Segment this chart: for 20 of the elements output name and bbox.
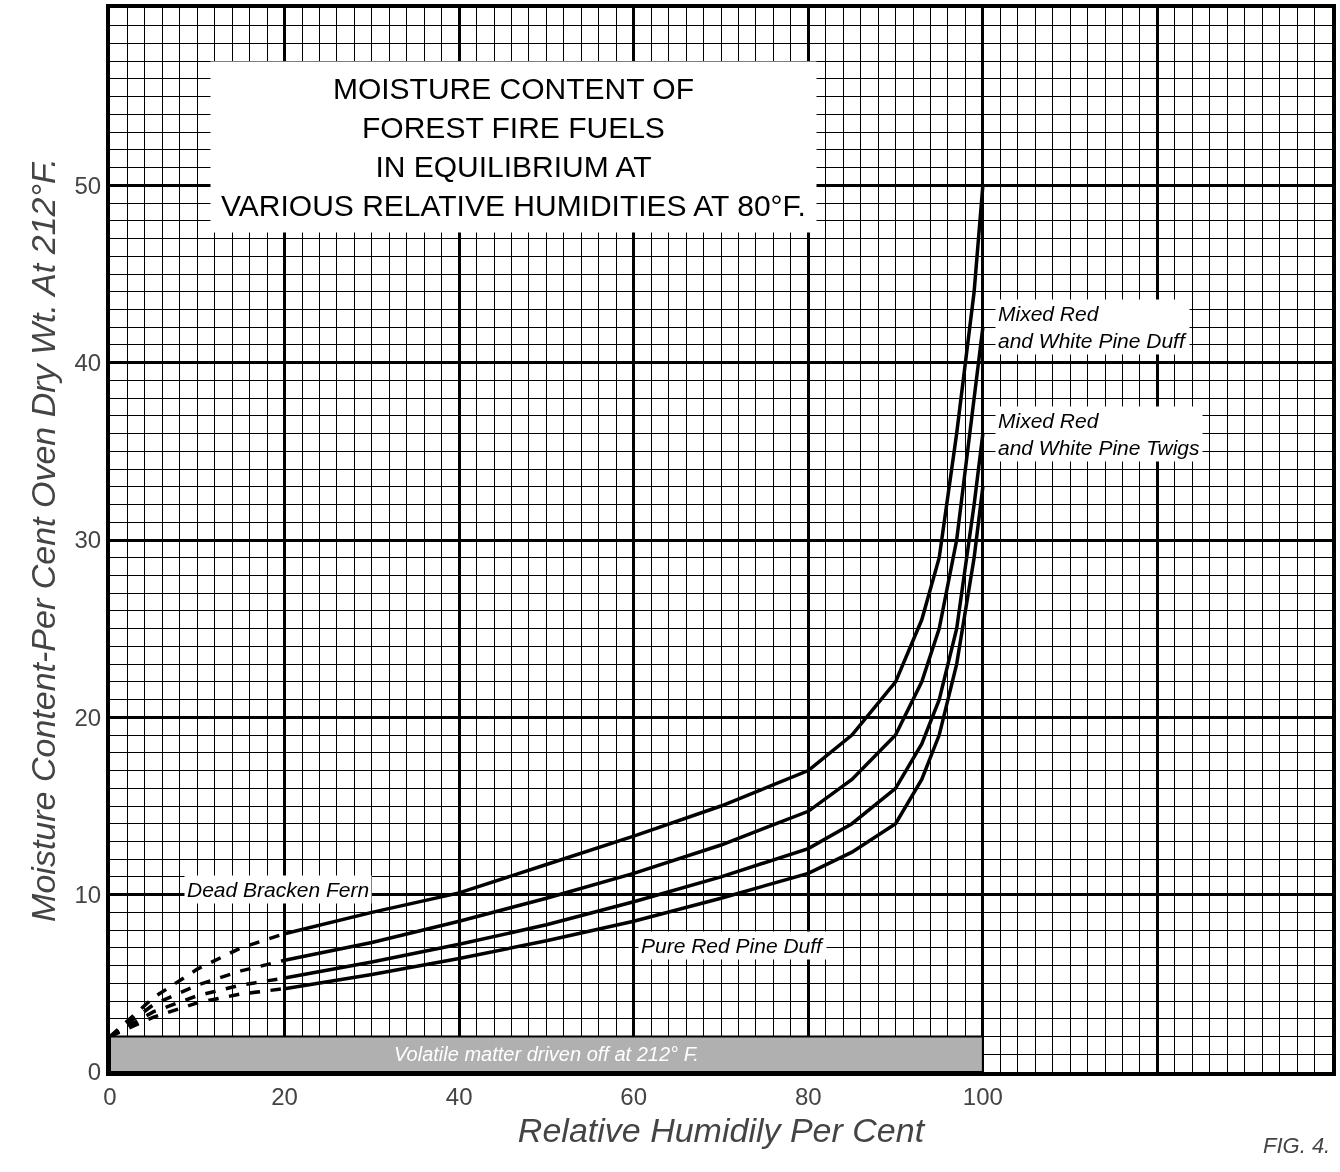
caption: FIG. 4. <box>1263 1133 1331 1158</box>
y-tick-label: 50 <box>74 171 102 199</box>
x-tick-label: 60 <box>620 1082 648 1110</box>
x-tick-label: 40 <box>445 1082 473 1110</box>
x-tick-label: 80 <box>794 1082 822 1110</box>
band-label: Volatile matter driven off at 212° F. <box>394 1043 699 1065</box>
x-tick-label: 20 <box>271 1082 298 1110</box>
y-tick-label: 0 <box>87 1058 102 1086</box>
x-axis-title: Relative Humidily Per Cent <box>517 1110 926 1149</box>
series-label: Pure Red Pine Duff <box>641 934 825 957</box>
text: MOISTURE CONTENT OF FOREST FIRE FUELS IN EQUILIBRIUM AT VARIOUS RELATIVE HUMIDITIES AT 80°F. <box>221 72 806 222</box>
y-tick-label: 20 <box>74 703 102 731</box>
series-label: Mixed Red and White Pine Twigs <box>998 409 1201 460</box>
series-label: Mixed Red and White Pine Duff <box>998 302 1187 353</box>
y-axis-title: Moisture Content-Per Cent Oven Dry Wt. At 212°F. <box>23 158 62 922</box>
y-tick-label: 10 <box>74 881 102 909</box>
x-tick-label: 100 <box>962 1082 1003 1110</box>
y-tick-label: 40 <box>74 349 102 377</box>
series-label: Dead Bracken Fern <box>187 878 370 901</box>
y-tick-label: 30 <box>74 526 102 554</box>
